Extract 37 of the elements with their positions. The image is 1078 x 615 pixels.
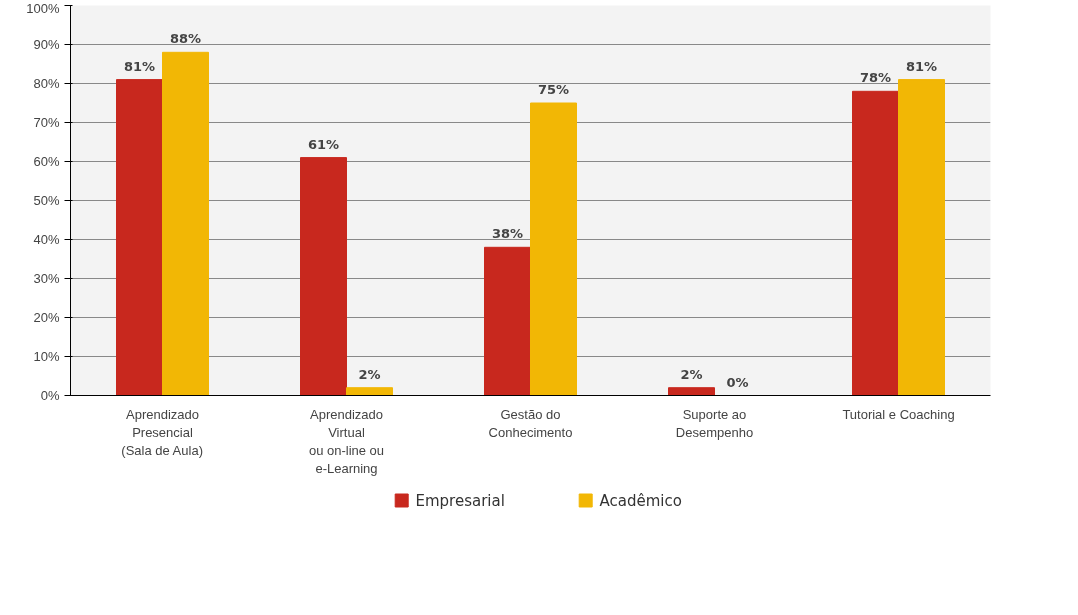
data-label: 2% — [358, 366, 381, 382]
x-tick-label: Aprendizado Presencial (Sala de Aula) — [121, 406, 203, 458]
bar — [162, 51, 209, 396]
y-tick-label: 30% — [33, 271, 60, 286]
y-tick-label: 10% — [33, 349, 60, 364]
x-tick-label: Tutorial e Coaching — [842, 406, 955, 422]
y-tick-label: 100% — [26, 0, 60, 16]
y-tick-label: 20% — [33, 310, 60, 325]
bar — [300, 157, 347, 396]
data-label: 0% — [726, 374, 749, 390]
data-label: 81% — [123, 58, 156, 74]
y-tick-label: 50% — [33, 193, 60, 208]
y-tick-label: 90% — [33, 37, 60, 52]
data-label: 78% — [859, 70, 892, 86]
y-tick-label: 70% — [33, 115, 60, 130]
y-tick-label: 80% — [33, 76, 60, 91]
x-tick-label: Suporte ao Desempenho — [675, 406, 754, 440]
bar — [898, 79, 945, 396]
bar — [530, 102, 577, 396]
bar — [668, 387, 715, 396]
y-tick-label: 40% — [33, 232, 60, 247]
data-label: 75% — [537, 82, 570, 97]
data-label: 61% — [307, 136, 340, 152]
x-tick-label: Aprendizado Virtual ou on-line ou e-Learning — [308, 406, 385, 476]
bar — [484, 246, 531, 396]
legend-label: Empresarial — [415, 491, 505, 510]
bar — [346, 387, 393, 396]
legend-label: Acadêmico — [599, 491, 682, 510]
bar — [852, 90, 899, 396]
data-label: 81% — [905, 58, 938, 74]
x-tick-label: Gestão do Conhecimento — [488, 406, 573, 440]
data-label: 38% — [491, 226, 524, 242]
data-label: 88% — [169, 31, 202, 47]
bar — [116, 79, 163, 396]
data-label: 2% — [680, 366, 703, 382]
y-tick-label: 60% — [33, 154, 60, 169]
y-tick-label: 0% — [40, 388, 60, 403]
